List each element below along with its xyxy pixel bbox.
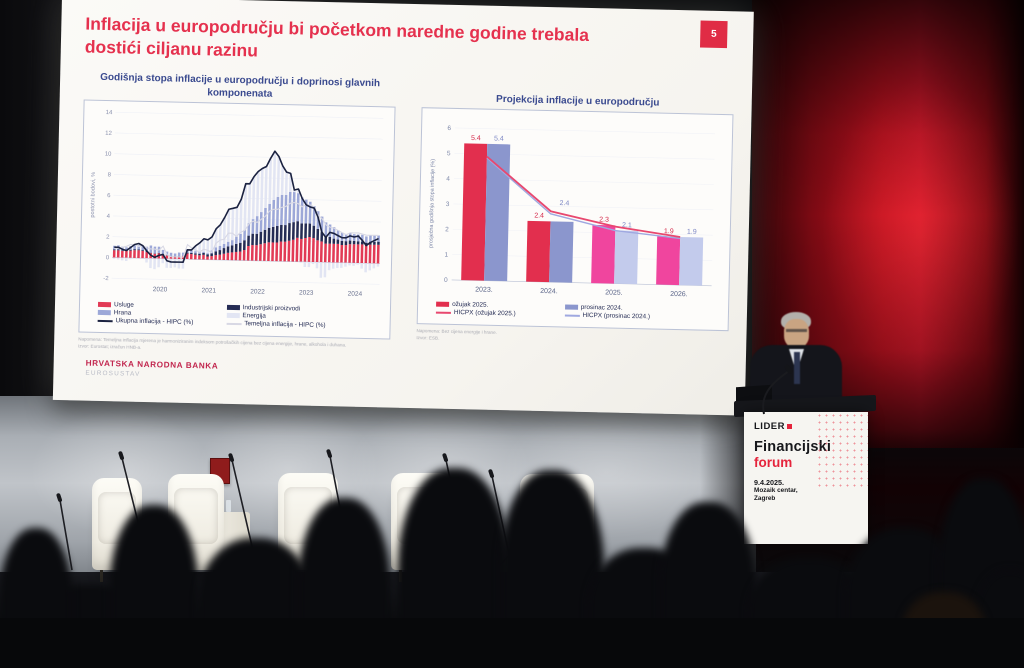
legend-label: HICPX (prosinac 2024.)	[582, 312, 651, 321]
legend-label: Temeljna inflacija - HIPC (%)	[244, 320, 326, 330]
svg-text:2022: 2022	[250, 289, 265, 296]
legend-label: Industrijski proizvodi	[242, 304, 301, 313]
svg-text:5.4: 5.4	[471, 135, 481, 142]
left-chart-panel: Godišnja stopa inflacije u europodručju …	[77, 71, 396, 384]
podium-sign: LIDER Financijski forum 9.4.2025. Mozaik…	[744, 412, 868, 544]
podium-event-name-bottom: forum	[754, 455, 793, 470]
legend-swatch-icon	[226, 313, 240, 319]
legend-swatch-icon	[564, 304, 578, 310]
svg-text:1.9: 1.9	[664, 228, 674, 235]
lider-logo: LIDER	[754, 421, 858, 432]
svg-text:2.4: 2.4	[534, 213, 544, 220]
svg-text:10: 10	[105, 152, 112, 158]
legend-swatch-icon	[226, 322, 242, 325]
legend-label: ožujak 2025.	[452, 301, 489, 309]
right-chart-footnote: Napomena: Bez cijena energije i hrane. I…	[416, 328, 728, 349]
legend-label: HICPX (ožujak 2025.)	[453, 309, 516, 318]
svg-text:12: 12	[105, 131, 112, 137]
right-footnote-source: Izvor: ESB.	[416, 335, 440, 341]
svg-text:2024: 2024	[348, 291, 363, 298]
right-chart-title: Projekcija inflacije u europodručju	[495, 93, 660, 109]
red-backdrop-wall	[752, 0, 1024, 448]
legend-swatch-icon	[97, 302, 112, 308]
svg-text:2.1: 2.1	[622, 222, 632, 229]
svg-text:postotni bodovi, %: postotni bodovi, %	[90, 172, 97, 218]
legend-swatch-icon	[226, 305, 240, 311]
hnb-footer: HRVATSKA NARODNA BANKA EUROSUSTAV	[77, 358, 389, 383]
legend-label: Energija	[242, 312, 266, 320]
svg-text:2: 2	[106, 235, 110, 241]
svg-text:2.4: 2.4	[559, 200, 569, 207]
svg-text:1.9: 1.9	[687, 229, 697, 236]
svg-text:4: 4	[107, 214, 111, 220]
slide-number-badge: 5	[699, 20, 728, 49]
left-chart-title: Godišnja stopa inflacije u europodručju …	[100, 72, 381, 100]
audience-foreground-mass	[0, 618, 1024, 668]
legend-item: Ukupna inflacija - HIPC (%)	[97, 317, 221, 327]
speaker-tie	[794, 352, 800, 384]
lider-logo-text: LIDER	[754, 421, 785, 432]
left-chart-svg: 14 12 10 8 6 4 2 0 -2 2020 2021 2022 2023 2024 postotn…	[90, 110, 384, 298]
left-chart-legend: Usluge Industrijski proizvodi Hrana Energij…	[83, 299, 386, 335]
right-chart-box: 0 1 2 3 4 5 6 5.4 5.4 2023. 2.4 2.4 2024. 2.3 2.1 2025.…	[416, 107, 734, 332]
legend-swatch-icon	[564, 314, 580, 317]
left-chart-box: 14 12 10 8 6 4 2 0 -2 2020 2021 2022 2023 2024 postotn…	[78, 99, 396, 340]
legend-label: prosinac 2024.	[580, 304, 623, 312]
svg-text:5: 5	[447, 150, 451, 157]
svg-text:0: 0	[444, 277, 448, 284]
charts-row: Godišnja stopa inflacije u europodručju …	[77, 71, 734, 391]
podium-dot-pattern	[816, 412, 868, 490]
svg-text:3: 3	[446, 201, 450, 208]
legend-swatch-icon	[97, 310, 111, 316]
svg-text:2025.: 2025.	[605, 290, 623, 297]
svg-text:2021: 2021	[201, 287, 216, 294]
svg-text:-2: -2	[103, 276, 109, 282]
right-chart-legend: ožujak 2025. prosinac 2024. HICPX (ožujak …	[422, 298, 724, 326]
right-chart-svg: 0 1 2 3 4 5 6 5.4 5.4 2023. 2.4 2.4 2024. 2.3 2.1 2025.…	[428, 125, 716, 298]
left-chart-footnote: Napomena: Temeljna inflacija mjerena je …	[78, 337, 390, 358]
svg-text:2020: 2020	[153, 286, 168, 293]
legend-swatch-icon	[436, 301, 450, 308]
legend-label: Usluge	[113, 301, 134, 309]
lider-logo-dot-icon	[787, 424, 792, 429]
svg-text:2026.: 2026.	[670, 291, 688, 298]
svg-text:0: 0	[106, 255, 110, 261]
svg-text:2023: 2023	[299, 290, 314, 297]
svg-text:14: 14	[106, 110, 113, 116]
svg-text:4: 4	[446, 176, 450, 183]
legend-swatch-icon	[97, 319, 113, 322]
svg-text:2: 2	[445, 226, 449, 233]
svg-text:1: 1	[445, 252, 449, 259]
podium-event-name-top: Financijski	[754, 439, 832, 455]
podium-event-date: 9.4.2025.	[754, 478, 784, 487]
water-glass	[226, 500, 231, 512]
podium-event-venue: Mozaik centar, Zagreb	[754, 487, 858, 504]
slide-title: Inflacija u europodručju bi početkom nar…	[84, 13, 590, 61]
podium-city-line: Zagreb	[754, 495, 776, 503]
svg-text:prosječna godišnja stopa infla: prosječna godišnja stopa inflacije (%)	[428, 159, 436, 248]
legend-label: Ukupna inflacija - HIPC (%)	[115, 317, 194, 327]
svg-text:6: 6	[447, 125, 451, 132]
podium-venue-line: Mozaik centar,	[754, 487, 798, 494]
speaker-glasses	[786, 329, 807, 332]
right-chart-panel: Projekcija inflacije u europodručju 0 1 2 3…	[415, 78, 734, 391]
legend-item: HICPX (ožujak 2025.)	[435, 309, 559, 319]
svg-text:2.3: 2.3	[599, 217, 609, 224]
svg-text:5.4: 5.4	[494, 136, 504, 143]
svg-text:2024.: 2024.	[540, 288, 558, 295]
speaker-face	[784, 319, 809, 348]
svg-text:2023.: 2023.	[475, 287, 493, 294]
right-footnote-text: Napomena: Bez cijena energije i hrane.	[416, 328, 497, 336]
projection-screen-slide: Inflacija u europodručju bi početkom nar…	[52, 0, 754, 416]
svg-text:6: 6	[107, 193, 111, 199]
legend-swatch-icon	[435, 311, 451, 314]
legend-label: Hrana	[113, 309, 132, 317]
svg-text:8: 8	[108, 173, 112, 179]
left-footnote-source: Izvor: Eurostat; izračun HNB-a.	[78, 343, 142, 350]
